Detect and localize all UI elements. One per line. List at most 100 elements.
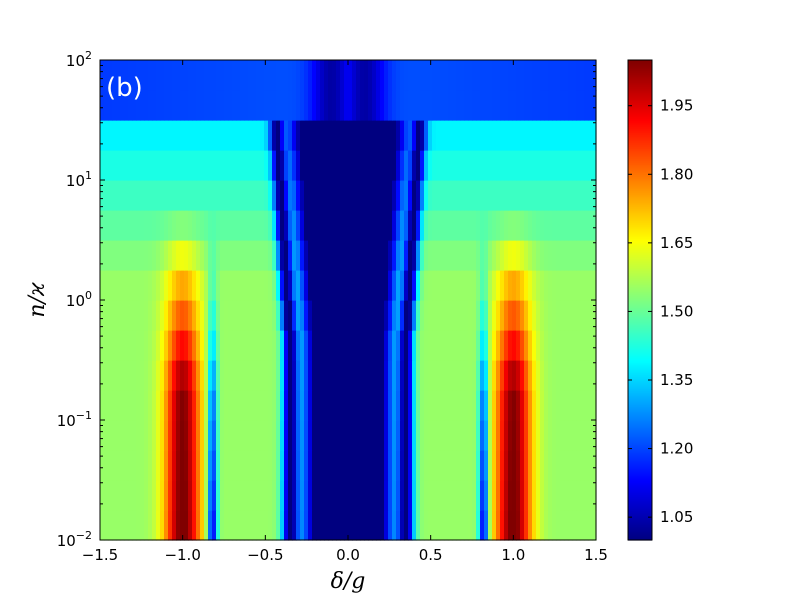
heatmap-cell — [296, 210, 301, 241]
heatmap-cell — [376, 270, 381, 301]
heatmap-cell — [124, 60, 129, 91]
heatmap-cell — [248, 270, 253, 301]
heatmap-cell — [372, 390, 377, 421]
heatmap-cell — [136, 120, 141, 151]
heatmap-cell — [272, 120, 277, 151]
heatmap-cell — [468, 300, 473, 331]
heatmap-cell — [120, 510, 125, 541]
heatmap-cell — [588, 330, 593, 361]
heatmap-cell — [520, 510, 525, 541]
heatmap-cell — [276, 150, 281, 181]
heatmap-cell — [156, 300, 161, 331]
heatmap-cell — [240, 510, 245, 541]
heatmap-cell — [244, 240, 249, 271]
heatmap-cell — [472, 240, 477, 271]
heatmap-cell — [320, 450, 325, 481]
heatmap-cell — [272, 240, 277, 271]
heatmap-cell — [240, 90, 245, 121]
heatmap-cell — [476, 330, 481, 361]
colorbar-strip — [628, 374, 652, 377]
heatmap-cell — [524, 390, 529, 421]
heatmap-cell — [476, 300, 481, 331]
heatmap-cell — [152, 510, 157, 541]
heatmap-cell — [176, 300, 181, 331]
heatmap-cell — [548, 330, 553, 361]
heatmap-cell — [336, 90, 341, 121]
heatmap-cell — [452, 450, 457, 481]
heatmap-cell — [284, 390, 289, 421]
heatmap-cell — [196, 120, 201, 151]
heatmap-cell — [116, 330, 121, 361]
heatmap-cell — [204, 420, 209, 451]
heatmap-cell — [140, 120, 145, 151]
heatmap-cell — [532, 210, 537, 241]
heatmap-cell — [492, 300, 497, 331]
heatmap-cell — [332, 420, 337, 451]
colorbar-strip — [628, 408, 652, 411]
heatmap-cell — [300, 330, 305, 361]
colorbar-strip — [628, 308, 652, 311]
heatmap-cell — [140, 90, 145, 121]
colorbar-strip — [628, 456, 652, 459]
heatmap-cell — [164, 60, 169, 91]
heatmap-cell — [368, 120, 373, 151]
heatmap-cell — [448, 240, 453, 271]
heatmap-cell — [168, 270, 173, 301]
heatmap-cell — [412, 90, 417, 121]
heatmap-cell — [180, 90, 185, 121]
heatmap-cell — [592, 450, 597, 481]
heatmap-cell — [128, 240, 133, 271]
heatmap-cell — [152, 360, 157, 391]
heatmap-cell — [572, 450, 577, 481]
heatmap-cell — [508, 300, 513, 331]
heatmap-cell — [128, 450, 133, 481]
heatmap-cell — [264, 330, 269, 361]
heatmap-cell — [276, 180, 281, 211]
heatmap-cell — [144, 360, 149, 391]
heatmap-cell — [592, 510, 597, 541]
heatmap-cell — [496, 270, 501, 301]
colorbar-strip — [628, 226, 652, 229]
heatmap-cell — [520, 420, 525, 451]
heatmap-cell — [292, 270, 297, 301]
heatmap-cell — [460, 450, 465, 481]
heatmap-cell — [504, 240, 509, 271]
heatmap-cell — [508, 390, 513, 421]
heatmap-cell — [424, 390, 429, 421]
colorbar-strip — [628, 108, 652, 111]
heatmap-cell — [416, 90, 421, 121]
heatmap-cell — [132, 210, 137, 241]
heatmap-cell — [348, 210, 353, 241]
heatmap-cell — [248, 450, 253, 481]
heatmap-cell — [456, 270, 461, 301]
heatmap-cell — [412, 420, 417, 451]
heatmap-cell — [320, 90, 325, 121]
heatmap-cell — [348, 270, 353, 301]
heatmap-cell — [592, 120, 597, 151]
heatmap-cell — [368, 480, 373, 511]
heatmap-cell — [488, 60, 493, 91]
heatmap-cell — [304, 480, 309, 511]
heatmap-cell — [280, 300, 285, 331]
heatmap-cell — [140, 180, 145, 211]
heatmap-cell — [536, 300, 541, 331]
heatmap-cell — [244, 360, 249, 391]
heatmap-cell — [276, 480, 281, 511]
heatmap-cell — [452, 330, 457, 361]
colorbar-tick-label: 1.50 — [660, 302, 693, 320]
heatmap-cell — [452, 390, 457, 421]
heatmap-cell — [592, 210, 597, 241]
heatmap-cell — [404, 420, 409, 451]
heatmap-cell — [204, 330, 209, 361]
heatmap-cell — [504, 330, 509, 361]
heatmap-cell — [112, 210, 117, 241]
heatmap-cell — [256, 480, 261, 511]
heatmap-cell — [336, 510, 341, 541]
heatmap-cell — [404, 480, 409, 511]
heatmap-cell — [572, 330, 577, 361]
heatmap-cell — [576, 90, 581, 121]
colorbar-strip — [628, 136, 652, 139]
heatmap-cell — [356, 390, 361, 421]
heatmap-cell — [428, 210, 433, 241]
heatmap-cell — [520, 120, 525, 151]
